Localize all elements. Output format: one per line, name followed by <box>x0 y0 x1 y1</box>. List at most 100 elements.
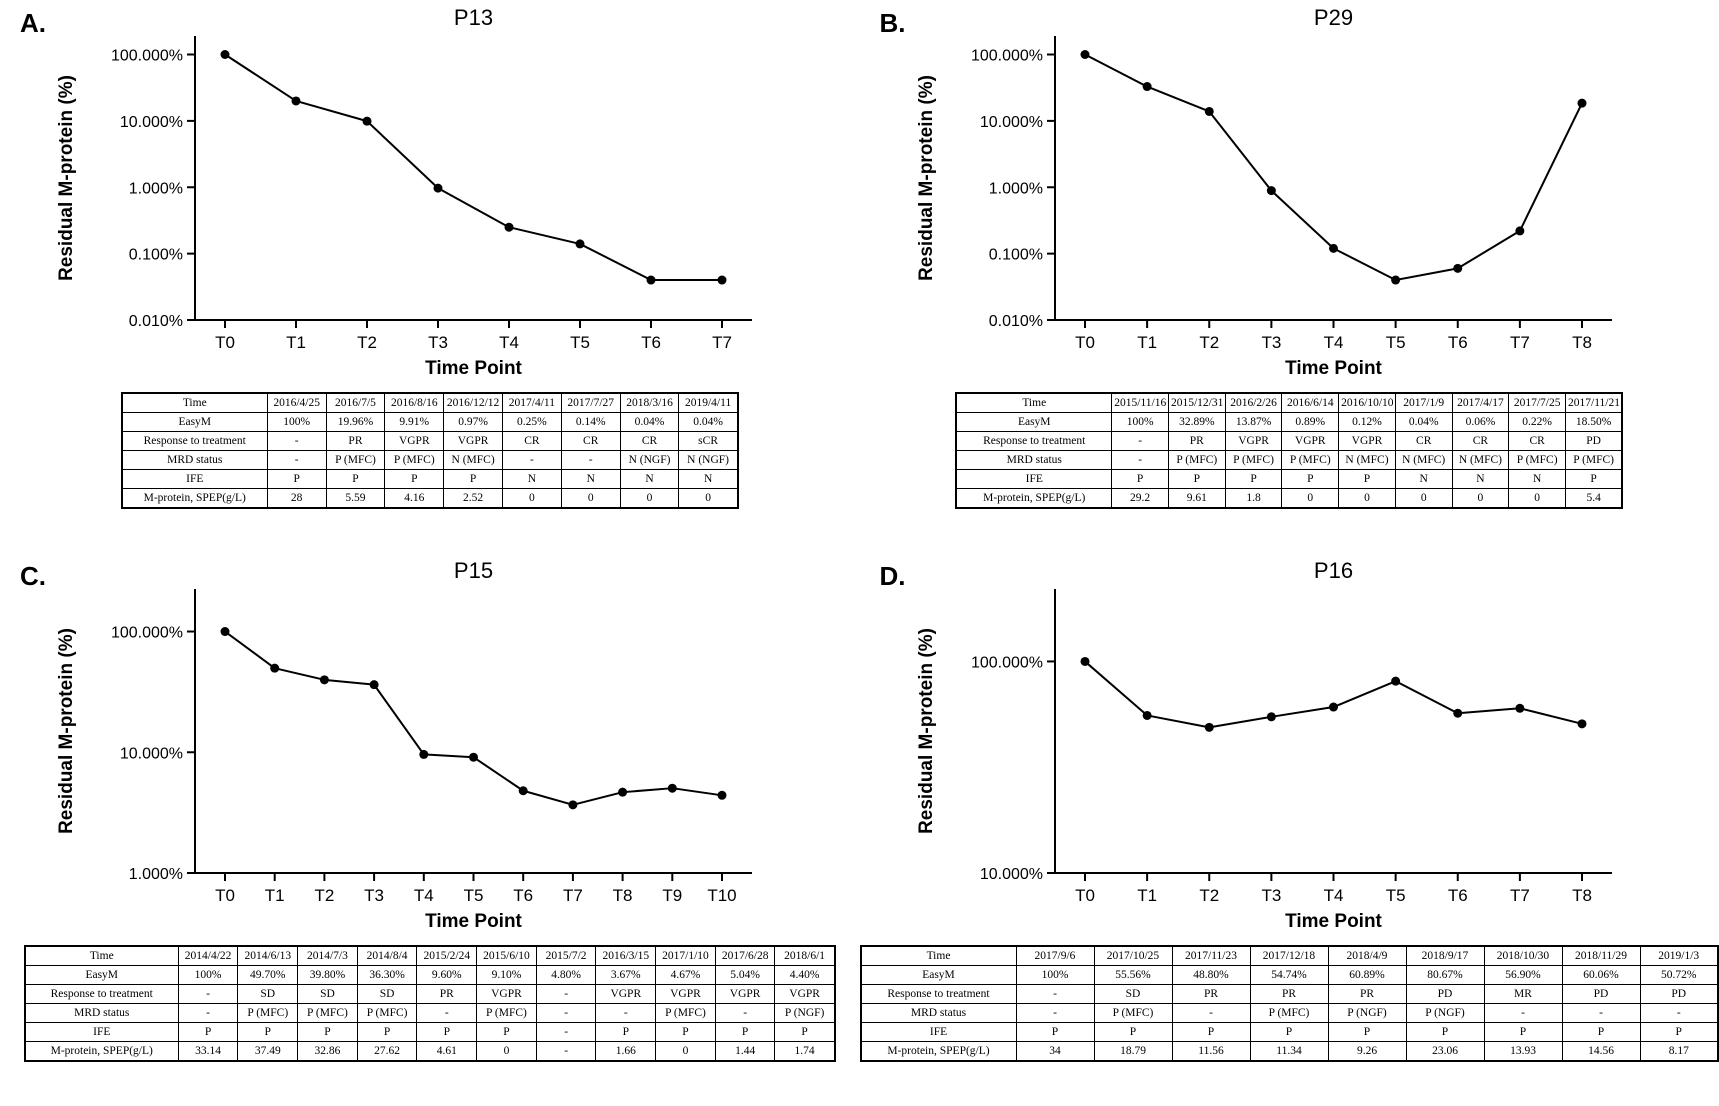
table-cell: - <box>177 984 239 1004</box>
data-line <box>1083 660 1582 729</box>
table-cell: 2017/9/6 <box>1015 945 1095 966</box>
data-table-p13: Time 2016/4/25 2016/7/5 2016/8/16 2016/12/12… <box>120 392 739 509</box>
x-tick-label: T6 <box>1447 886 1467 905</box>
x-tick-label: T3 <box>1261 333 1281 352</box>
table-cell: 50.72% <box>1639 965 1719 985</box>
x-tick-label: T5 <box>570 333 590 352</box>
table-cell: P <box>1224 469 1283 489</box>
table-cell: 2018/3/16 <box>619 392 680 413</box>
table-cell: MR <box>1483 984 1563 1004</box>
table-cell: P (MFC) <box>1224 450 1283 470</box>
data-point <box>1328 243 1338 253</box>
line-chart-p29: P29 Residual M-protein (%) Time Point 100.0… <box>916 5 1612 379</box>
table-cell: 4.16 <box>384 488 445 509</box>
table-cell: P <box>1249 1022 1329 1042</box>
table-cell: 0 <box>619 488 680 509</box>
table-cell: - <box>595 1003 657 1023</box>
line-chart-p16: P16 Residual M-protein (%) Time Point 100.0… <box>916 558 1612 932</box>
table-cell: 100% <box>1015 965 1095 985</box>
row-label-cell: IFE <box>955 469 1113 489</box>
table-cell: 0 <box>502 488 562 509</box>
table-cell: P (MFC) <box>325 450 386 470</box>
table-cell: 0 <box>560 488 621 509</box>
x-tick-label: T3 <box>428 333 448 352</box>
table-cell: P <box>1561 1022 1641 1042</box>
table-cell: 2015/7/2 <box>535 945 597 966</box>
data-point <box>1390 676 1400 686</box>
table-cell: PR <box>416 984 478 1004</box>
table-cell: VGPR <box>774 984 836 1004</box>
table-cell: SD <box>237 984 299 1004</box>
table-cell: 37.49 <box>237 1041 299 1062</box>
table-row: Time 2017/9/6 2017/10/25 2017/11/23 2017/12/… <box>860 945 1719 966</box>
table-cell: 2016/7/5 <box>325 392 386 413</box>
row-label-cell: EasyM <box>955 412 1113 432</box>
table-cell: CR <box>502 431 562 451</box>
table-cell: P (NGF) <box>1405 1003 1485 1023</box>
table-cell: 4.61 <box>416 1041 478 1062</box>
data-point <box>319 675 329 685</box>
table-cell: P (MFC) <box>237 1003 299 1023</box>
table-cell: N <box>502 469 562 489</box>
row-label-cell: M-protein, SPEP(g/L) <box>860 1041 1017 1062</box>
table-cell: 2018/9/17 <box>1405 945 1485 966</box>
table-row: Time 2016/4/25 2016/7/5 2016/8/16 2016/12/12… <box>121 392 739 413</box>
table-cell: 2017/6/28 <box>714 945 776 966</box>
table-cell: 3.67% <box>595 965 657 985</box>
table-cell: CR <box>1451 431 1510 451</box>
data-point <box>369 680 379 690</box>
data-table-p29: Time 2015/11/16 2015/12/31 2016/2/26 2016/6/… <box>955 392 1624 509</box>
data-table-p16: Time 2017/9/6 2017/10/25 2017/11/23 2017/12/… <box>859 945 1719 1062</box>
table-row: Response to treatment - SD PR PR PR PD MR PD PD <box>860 984 1719 1004</box>
table-cell: 39.80% <box>297 965 358 985</box>
table-cell: 2016/3/15 <box>595 945 657 966</box>
chart-title: P13 <box>454 5 493 30</box>
row-label-cell: M-protein, SPEP(g/L) <box>955 488 1113 509</box>
table-cell: 0.06% <box>1451 412 1510 432</box>
data-point <box>1452 708 1462 718</box>
table-cell: 55.56% <box>1093 965 1173 985</box>
table-cell: 2015/12/31 <box>1167 392 1226 413</box>
table-cell: - <box>266 431 327 451</box>
table-cell: VGPR <box>1338 431 1396 451</box>
table-row: EasyM 100% 55.56% 48.80% 54.74% 60.89% 80.67% 5… <box>860 965 1719 985</box>
data-point <box>618 787 628 797</box>
table-cell: CR <box>1508 431 1566 451</box>
table-cell: - <box>535 1022 597 1042</box>
row-label-cell: Time <box>121 392 268 413</box>
x-tick-label: T0 <box>1075 886 1095 905</box>
x-tick-label: T3 <box>1261 886 1281 905</box>
row-label-cell: Response to treatment <box>24 984 179 1004</box>
row-label-cell: MRD status <box>860 1003 1017 1023</box>
table-cell: P <box>384 469 445 489</box>
table-cell: P <box>1281 469 1340 489</box>
x-tick-label: T1 <box>265 886 285 905</box>
table-cell: 60.06% <box>1561 965 1641 985</box>
row-label-cell: Time <box>860 945 1017 966</box>
table-cell: 5.04% <box>714 965 776 985</box>
y-tick-label: 1.000% <box>129 180 183 197</box>
table-cell: P <box>476 1022 537 1042</box>
table-cell: - <box>1483 1003 1563 1023</box>
x-tick-label: T7 <box>1509 886 1529 905</box>
row-label-cell: Time <box>955 392 1113 413</box>
table-cell: - <box>714 1003 776 1023</box>
data-point <box>1266 712 1276 722</box>
table-row: MRD status - P (MFC) P (MFC) P (MFC) - P (MFC)… <box>24 1003 836 1023</box>
table-cell: 2018/6/1 <box>774 945 836 966</box>
table-row: IFE P P P P P P P P P <box>860 1022 1719 1042</box>
table-cell: 2016/6/14 <box>1281 392 1340 413</box>
table-row: EasyM 100% 32.89% 13.87% 0.89% 0.12% 0.04% 0.06… <box>955 412 1623 432</box>
data-point <box>518 786 528 796</box>
table-cell: VGPR <box>1281 431 1340 451</box>
table-row: IFE P P P P P N N N P <box>955 469 1623 489</box>
table-cell: CR <box>1394 431 1453 451</box>
row-label-cell: MRD status <box>24 1003 179 1023</box>
data-point <box>220 627 230 637</box>
table-cell: P <box>416 1022 478 1042</box>
table-row: EasyM 100% 19.96% 9.91% 0.97% 0.25% 0.14% 0.04%… <box>121 412 739 432</box>
table-row: MRD status - P (MFC) P (MFC) N (MFC) - - N (NGF… <box>121 450 739 470</box>
panel-a: A. P13 Residual M-protein (%) Time Point 10… <box>0 0 860 553</box>
data-point <box>1390 275 1400 285</box>
row-label-cell: IFE <box>121 469 268 489</box>
